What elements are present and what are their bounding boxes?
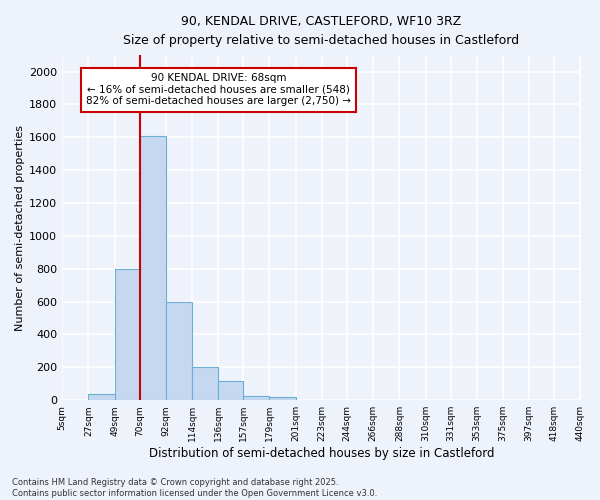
Bar [115, 268, 140, 400]
Text: Contains HM Land Registry data © Crown copyright and database right 2025.
Contai: Contains HM Land Registry data © Crown c… [12, 478, 377, 498]
Bar [140, 136, 166, 400]
Y-axis label: Number of semi-detached properties: Number of semi-detached properties [15, 124, 25, 330]
Bar [166, 302, 192, 400]
Title: 90, KENDAL DRIVE, CASTLEFORD, WF10 3RZ
Size of property relative to semi-detache: 90, KENDAL DRIVE, CASTLEFORD, WF10 3RZ S… [123, 15, 520, 47]
Bar [269, 397, 296, 400]
Bar [218, 382, 243, 400]
Bar [88, 394, 115, 400]
X-axis label: Distribution of semi-detached houses by size in Castleford: Distribution of semi-detached houses by … [149, 447, 494, 460]
Text: 90 KENDAL DRIVE: 68sqm
← 16% of semi-detached houses are smaller (548)
82% of se: 90 KENDAL DRIVE: 68sqm ← 16% of semi-det… [86, 73, 351, 106]
Bar [192, 368, 218, 400]
Bar [243, 396, 269, 400]
